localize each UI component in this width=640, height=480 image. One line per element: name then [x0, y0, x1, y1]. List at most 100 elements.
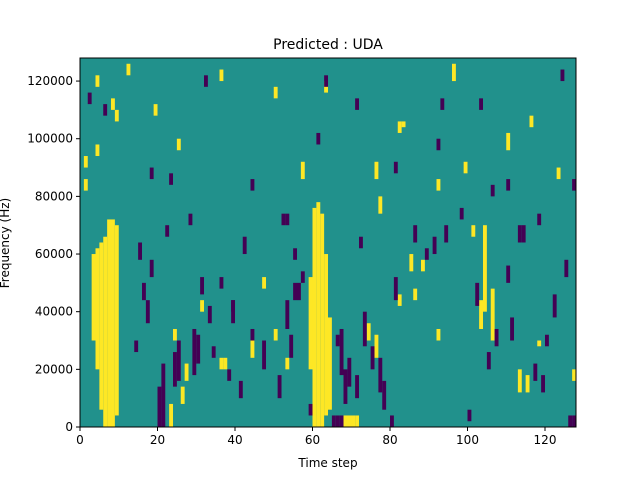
heatmap-cell-high	[83, 156, 88, 168]
heatmap-cell-low	[297, 282, 301, 301]
x-tick-label: 120	[534, 433, 557, 447]
heatmap-cell-high	[219, 357, 224, 370]
heatmap-cell-low	[277, 375, 282, 399]
heatmap-cell-low	[440, 98, 445, 110]
heatmap-cell-low	[521, 225, 526, 243]
heatmap-cell-low	[145, 300, 150, 324]
heatmap-cell-high	[308, 277, 313, 370]
heatmap-cell-low	[293, 282, 298, 301]
heatmap-cell-low	[475, 282, 480, 306]
heatmap-cell-low	[300, 271, 305, 283]
heatmap-cell-high	[397, 294, 402, 306]
heatmap-cell-low	[316, 132, 321, 145]
heatmap-cell-high	[355, 415, 360, 427]
x-tick-label: 80	[382, 433, 397, 447]
heatmap-cell-low	[293, 248, 298, 260]
heatmap-cell-low	[393, 161, 398, 174]
heatmap-cell-low	[173, 352, 177, 387]
heatmap-cell-high	[223, 357, 228, 370]
heatmap-cell-low	[308, 403, 313, 416]
heatmap-cell-low	[459, 207, 464, 220]
heatmap-cell-low	[572, 179, 577, 191]
heatmap-cell-low	[382, 380, 387, 410]
heatmap-cell-high	[409, 254, 414, 272]
heatmap-cell-high	[397, 121, 402, 133]
heatmap-cell-high	[180, 386, 185, 404]
heatmap-cell-high	[169, 403, 174, 427]
heatmap-cell-low	[157, 386, 162, 427]
heatmap-cell-high	[366, 323, 371, 341]
heatmap-cell-low	[347, 357, 352, 387]
heatmap-cell-low	[324, 75, 329, 87]
chart-title: Predicted : UDA	[273, 37, 383, 53]
heatmap-cell-low	[355, 98, 360, 110]
heatmap-cell-high	[273, 86, 278, 99]
heatmap-cell-low	[134, 340, 139, 353]
heatmap-cell-low	[564, 259, 569, 278]
heatmap-cell-high	[436, 328, 441, 341]
heatmap-cell-high	[273, 328, 278, 341]
plot-area	[79, 57, 577, 428]
heatmap-cell-high	[463, 161, 468, 174]
heatmap-cell-high	[184, 363, 189, 381]
heatmap-cell-low	[207, 305, 212, 324]
heatmap-cell-high	[483, 225, 487, 312]
heatmap-cell-low	[142, 282, 146, 301]
heatmap-cell-high	[471, 225, 476, 237]
heatmap-cell-low	[378, 357, 383, 393]
y-tick-label: 80000	[35, 189, 73, 203]
y-axis-label: Frequency (Hz)	[0, 198, 12, 289]
heatmap-cell-low	[517, 225, 522, 243]
heatmap-cell-low	[572, 415, 577, 427]
heatmap-cell-low	[444, 225, 449, 243]
x-axis-label: Time step	[297, 456, 357, 470]
heatmap-cell-low	[176, 340, 181, 381]
heatmap-cell-low	[227, 369, 232, 381]
heatmap-cell-high	[219, 69, 224, 82]
y-tick-label: 60000	[35, 247, 73, 261]
heatmap-cell-high	[114, 225, 119, 416]
heatmap-cell-low	[568, 415, 573, 427]
heatmap-cell-low	[355, 375, 360, 399]
heatmap-cell-low	[413, 225, 418, 243]
y-tick-label: 100000	[27, 132, 73, 146]
x-tick-label: 60	[305, 433, 320, 447]
heatmap-cell-low	[533, 363, 538, 381]
heatmap-cell-low	[510, 317, 515, 341]
y-tick-label: 20000	[35, 362, 73, 376]
heatmap-cell-high	[316, 202, 321, 427]
heatmap-cell-high	[328, 317, 332, 410]
heatmap-cell-low	[490, 184, 495, 197]
heatmap-cell-low	[335, 334, 340, 347]
heatmap-cell-low	[188, 213, 193, 226]
heatmap-cell-high	[401, 121, 406, 128]
heatmap-cell-low	[479, 98, 484, 110]
heatmap-cell-high	[525, 375, 530, 393]
heatmap-cell-high	[111, 98, 115, 110]
heatmap-cell-high	[312, 207, 317, 427]
heatmap-cell-low	[339, 415, 344, 427]
heatmap-cell-high	[374, 161, 379, 180]
heatmap-cell-low	[343, 369, 348, 404]
heatmap-cell-high	[107, 219, 112, 427]
heatmap-cell-high	[556, 167, 561, 180]
heatmap-cell-low	[250, 328, 255, 341]
x-tick-label: 0	[76, 433, 84, 447]
heatmap-cell-low	[87, 92, 92, 105]
heatmap-cell-low	[545, 334, 549, 347]
heatmap-cell-low	[250, 179, 255, 191]
heatmap-cell-low	[149, 259, 154, 278]
heatmap-cell-low	[552, 294, 557, 318]
heatmap-cell-low	[285, 300, 290, 329]
x-tick-label: 40	[227, 433, 242, 447]
heatmap-cell-low	[219, 277, 224, 289]
heatmap-cell-high	[262, 277, 267, 289]
heatmap-cell-low	[486, 352, 491, 370]
heatmap-cell-high	[95, 248, 100, 370]
heatmap-cell-low	[359, 236, 363, 249]
heatmap-cell-high	[537, 340, 542, 347]
heatmap-cell-low	[149, 167, 154, 180]
heatmap-cell-low	[204, 75, 208, 87]
heatmap-cell-low	[196, 334, 201, 364]
